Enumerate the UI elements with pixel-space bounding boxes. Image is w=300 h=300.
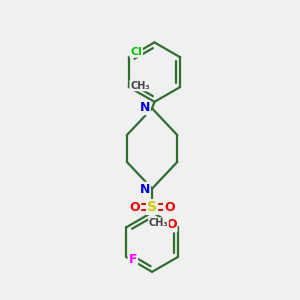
Text: Cl: Cl — [130, 47, 142, 57]
Text: O: O — [164, 201, 175, 214]
Text: N: N — [140, 183, 150, 196]
Text: O: O — [130, 201, 140, 214]
Text: S: S — [147, 200, 157, 214]
Text: CH₃: CH₃ — [149, 218, 168, 228]
Text: CH₃: CH₃ — [130, 80, 150, 91]
Text: O: O — [166, 218, 177, 231]
Text: F: F — [129, 253, 137, 266]
Text: N: N — [140, 101, 150, 114]
